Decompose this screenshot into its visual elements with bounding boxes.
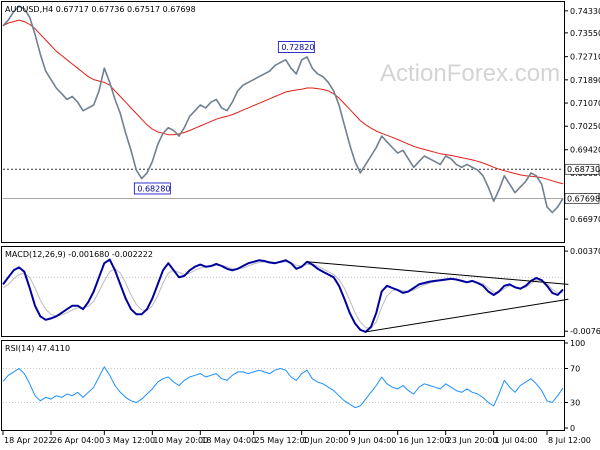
support-level-box — [564, 163, 600, 175]
rsi-series-line — [2, 366, 564, 409]
annotation-label: 0.72820 — [281, 43, 314, 52]
rsi-ytick-label: 100 — [570, 339, 585, 348]
rsi-ytick-label: 0 — [570, 424, 575, 433]
xtick-label: 18 May 04:00 — [201, 436, 256, 445]
support-level-label: 0.68730 — [567, 165, 600, 174]
xtick-label: 1 Jun 20:00 — [303, 436, 349, 445]
price-ytick-label: 0.70250 — [570, 122, 600, 131]
current-price-label: 0.67698 — [567, 194, 600, 203]
price-series-line — [2, 19, 564, 185]
annotation-label: 0.68280 — [137, 184, 170, 193]
annotation-box — [277, 41, 315, 53]
price-ytick-label: 0.66970 — [570, 215, 600, 224]
price-ytick-label: 0.74330 — [570, 7, 600, 16]
rsi-ytick-label: 70 — [570, 365, 580, 374]
price-series-line — [2, 5, 564, 214]
price-ytick-label: 0.72710 — [570, 53, 600, 62]
macd-ytick-label: -0.007608 — [570, 327, 600, 336]
xtick-label: 9 Jun 04:00 — [351, 436, 397, 445]
macd-panel-frame — [1, 246, 565, 337]
xtick-label: 16 Jun 12:00 — [399, 436, 450, 445]
macd-ytick-label: 0.003703 — [570, 247, 600, 256]
watermark: ActionForex.com — [380, 60, 560, 87]
macd-trendline — [306, 261, 569, 285]
price-panel-frame — [1, 1, 565, 243]
xtick-label: 8 Jul 12:00 — [548, 436, 591, 445]
macd-series-line — [2, 258, 564, 333]
macd-panel: 0.003703 -0.007608 — [2, 247, 600, 336]
macd-title: MACD(12,26,9) -0.001680 -0.002222 — [5, 250, 153, 259]
xtick-label: 23 Jun 20:00 — [447, 436, 498, 445]
price-ytick-label: 0.71070 — [570, 99, 600, 108]
xtick-label: 3 May 12:00 — [105, 436, 155, 445]
price-panel: 0.74330 0.73550 0.72710 0.71890 0.71070 0.702… — [2, 5, 600, 224]
xtick-label: 10 May 20:00 — [153, 436, 208, 445]
rsi-panel-frame — [1, 340, 565, 431]
xtick-label: 25 May 12:00 — [255, 436, 310, 445]
rsi-title: RSI(14) 47.4110 — [5, 344, 70, 353]
rsi-panel: 100 70 30 0 — [2, 339, 585, 433]
current-price-box — [564, 193, 600, 204]
price-ytick-label: 0.73550 — [570, 29, 600, 38]
xtick-label: 18 Apr 2022 — [4, 436, 53, 445]
xtick-label: 26 Apr 04:00 — [52, 436, 104, 445]
annotation-box — [133, 182, 171, 195]
macd-trendline — [365, 298, 569, 333]
price-title: AUDUSD,H4 0.67717 0.67736 0.67517 0.6769… — [5, 5, 196, 14]
rsi-ytick-label: 30 — [570, 399, 580, 408]
price-ytick-label: 0.71890 — [570, 76, 600, 85]
price-ytick-label: 0.69420 — [570, 146, 600, 155]
xtick-label: 1 Jul 04:00 — [495, 436, 538, 445]
